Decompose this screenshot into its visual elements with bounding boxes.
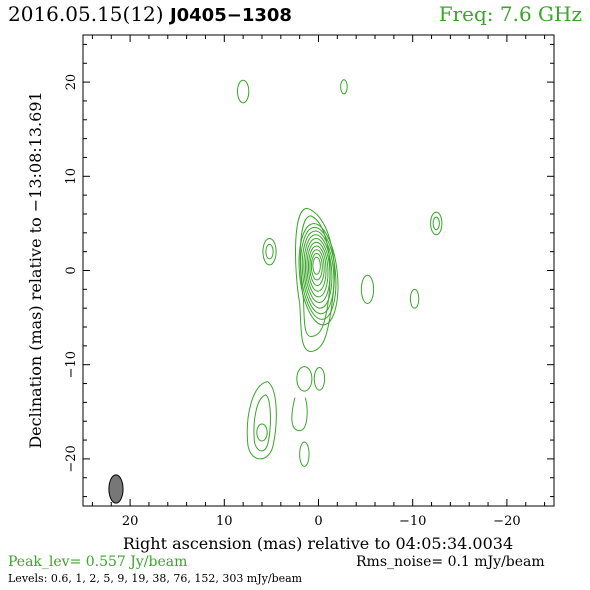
contour-line bbox=[309, 249, 325, 287]
source-name: J0405−1308 bbox=[169, 5, 292, 26]
contour-envelope bbox=[299, 215, 331, 337]
contour-line bbox=[262, 237, 277, 266]
x-tick-label: 0 bbox=[314, 514, 322, 529]
rms-noise: Rms_noise= 0.1 mJy/beam bbox=[356, 554, 545, 570]
contour-line bbox=[306, 241, 329, 298]
contour-line bbox=[236, 79, 250, 104]
y-tick-label: 0 bbox=[64, 266, 79, 274]
y-tick-label: 10 bbox=[64, 168, 79, 185]
contour-line bbox=[310, 253, 323, 281]
frequency-label: Freq: 7.6 GHz bbox=[438, 2, 582, 26]
contour-line bbox=[313, 367, 326, 391]
x-tick-label: −10 bbox=[399, 514, 426, 529]
x-tick-label: −20 bbox=[493, 514, 520, 529]
contour-line bbox=[312, 256, 321, 275]
contour-line bbox=[299, 441, 310, 467]
contour-line bbox=[432, 216, 440, 231]
contour-line bbox=[256, 423, 268, 442]
epoch-label: 2016.05.15(12) bbox=[8, 2, 164, 26]
beam-ellipse bbox=[108, 474, 124, 504]
y-axis-label: Declination (mas) relative to −13:08:13.… bbox=[26, 91, 45, 448]
axis-ticks bbox=[83, 35, 554, 506]
y-tick-label: −20 bbox=[64, 445, 79, 472]
contour-line bbox=[300, 226, 337, 320]
plot-frame bbox=[82, 34, 555, 507]
y-tick-label: −10 bbox=[64, 351, 79, 378]
axis-tick-labels: 20 10 0 −10 −20 20 10 0 −10 −20 bbox=[64, 74, 521, 529]
contour-line bbox=[291, 397, 308, 432]
x-tick-label: 10 bbox=[216, 514, 233, 529]
x-tick-label: 20 bbox=[122, 514, 139, 529]
y-tick-label: 20 bbox=[64, 74, 79, 91]
contour-line bbox=[301, 230, 335, 315]
contour-line bbox=[340, 79, 348, 95]
contour-line bbox=[430, 211, 443, 236]
beam-shape bbox=[108, 474, 124, 504]
contour-line bbox=[298, 223, 339, 326]
contour-envelope bbox=[295, 207, 335, 353]
contour-line bbox=[307, 245, 327, 292]
contours bbox=[236, 79, 443, 467]
contour-line bbox=[253, 394, 271, 452]
contour-line bbox=[265, 243, 274, 260]
x-axis-label: Right ascension (mas) relative to 04:05:… bbox=[123, 534, 513, 553]
contour-line bbox=[296, 366, 313, 392]
peak-level: Peak_lev= 0.557 Jy/beam bbox=[8, 554, 188, 570]
contour-line bbox=[360, 274, 375, 304]
contour-line bbox=[303, 234, 333, 309]
header-epoch-source: 2016.05.15(12) J0405−1308 bbox=[8, 2, 292, 26]
contour-line bbox=[409, 288, 420, 309]
contour-levels: Levels: 0.6, 1, 2, 5, 9, 19, 38, 76, 152… bbox=[8, 572, 303, 585]
contour-line bbox=[246, 381, 277, 460]
